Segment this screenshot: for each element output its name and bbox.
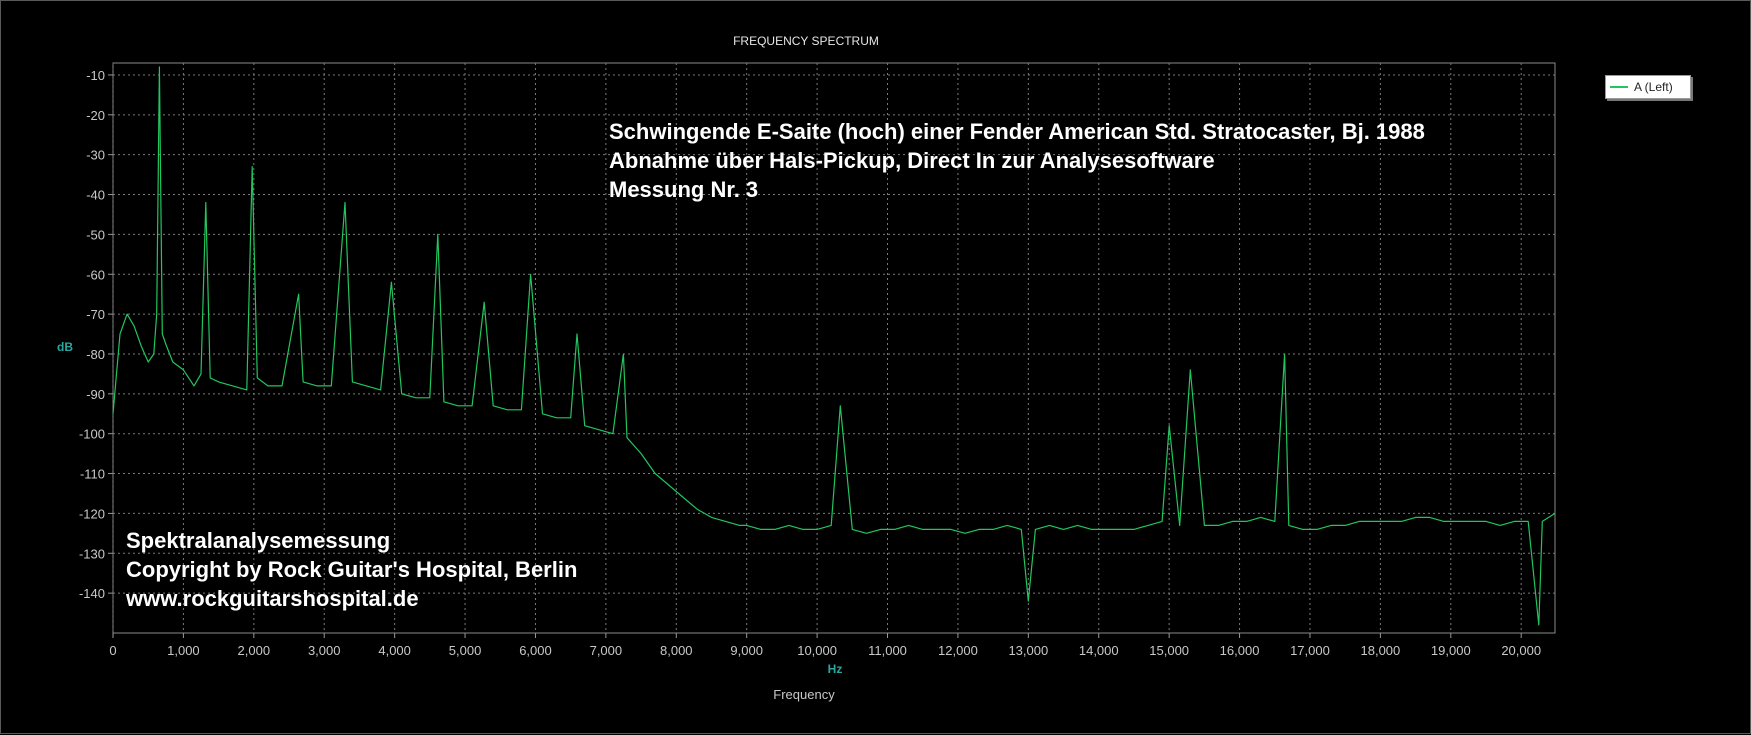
y-tick-label: -90 [86, 387, 105, 402]
x-axis-label: Frequency [773, 687, 835, 702]
x-tick-label: 20,000 [1501, 643, 1541, 658]
x-tick-label: 6,000 [519, 643, 552, 658]
y-tick-label: -130 [79, 546, 105, 561]
y-tick-label: -10 [86, 68, 105, 83]
x-tick-label: 14,000 [1079, 643, 1119, 658]
y-tick-label: -30 [86, 148, 105, 163]
x-tick-label: 19,000 [1431, 643, 1471, 658]
plot-area [112, 62, 1556, 634]
x-tick-label: 11,000 [868, 643, 907, 658]
x-tick-label: 13,000 [1008, 643, 1048, 658]
x-tick-label: 10,000 [797, 643, 837, 658]
grid-lines [112, 63, 1555, 633]
y-tick-label: -70 [86, 307, 105, 322]
chart-legend: A (Left) [1605, 75, 1691, 99]
x-tick-label: 9,000 [730, 643, 763, 658]
series-layer [112, 66, 1556, 626]
annotation-bottom-line-2: Copyright by Rock Guitar's Hospital, Ber… [126, 557, 577, 582]
y-tick-label: -40 [86, 188, 105, 203]
y-tick-label: -60 [86, 267, 105, 282]
y-tick-label: -20 [86, 108, 105, 123]
x-tick-label: 2,000 [238, 643, 271, 658]
x-tick-label: 18,000 [1361, 643, 1401, 658]
series-line [112, 66, 1556, 626]
annotation-top-line-2: Abnahme über Hals-Pickup, Direct In zur … [609, 148, 1215, 173]
x-tick-label: 17,000 [1290, 643, 1330, 658]
y-tick-label: -50 [86, 227, 105, 242]
annotation-bottom: Spektralanalysemessung Copyright by Rock… [125, 528, 577, 611]
chart-title: FREQUENCY SPECTRUM [733, 34, 879, 48]
y-tick-label: -140 [79, 586, 105, 601]
x-axis-unit: Hz [828, 662, 843, 676]
annotation-top-line-1: Schwingende E-Saite (hoch) einer Fender … [609, 119, 1425, 144]
annotation-bottom-line-1: Spektralanalysemessung [126, 528, 390, 553]
x-tick-label: 15,000 [1149, 643, 1189, 658]
y-tick-label: -100 [79, 427, 105, 442]
y-tick-label: -80 [86, 347, 105, 362]
x-tick-label: 0 [109, 643, 116, 658]
y-tick-label: -110 [80, 467, 105, 482]
x-tick-label: 7,000 [590, 643, 623, 658]
y-axis-label: dB [57, 340, 73, 354]
axis-ticks: 0 1,000 2,000 3,000 4,000 5,000 6,000 7,000 8,00… [79, 68, 1541, 658]
annotation-top: Schwingende E-Saite (hoch) einer Fender … [609, 119, 1425, 202]
x-tick-label: 8,000 [660, 643, 693, 658]
x-tick-label: 4,000 [378, 643, 411, 658]
x-tick-label: 16,000 [1220, 643, 1260, 658]
legend-swatch [1610, 86, 1628, 88]
annotation-bottom-line-3: www.rockguitarshospital.de [125, 586, 419, 611]
x-tick-label: 5,000 [449, 643, 482, 658]
y-tick-label: -120 [79, 506, 105, 521]
x-tick-label: 1,000 [167, 643, 200, 658]
legend-label: A (Left) [1634, 80, 1673, 94]
x-tick-label: 3,000 [308, 643, 341, 658]
x-tick-label: 12,000 [938, 643, 978, 658]
annotation-top-line-3: Messung Nr. 3 [609, 177, 758, 202]
